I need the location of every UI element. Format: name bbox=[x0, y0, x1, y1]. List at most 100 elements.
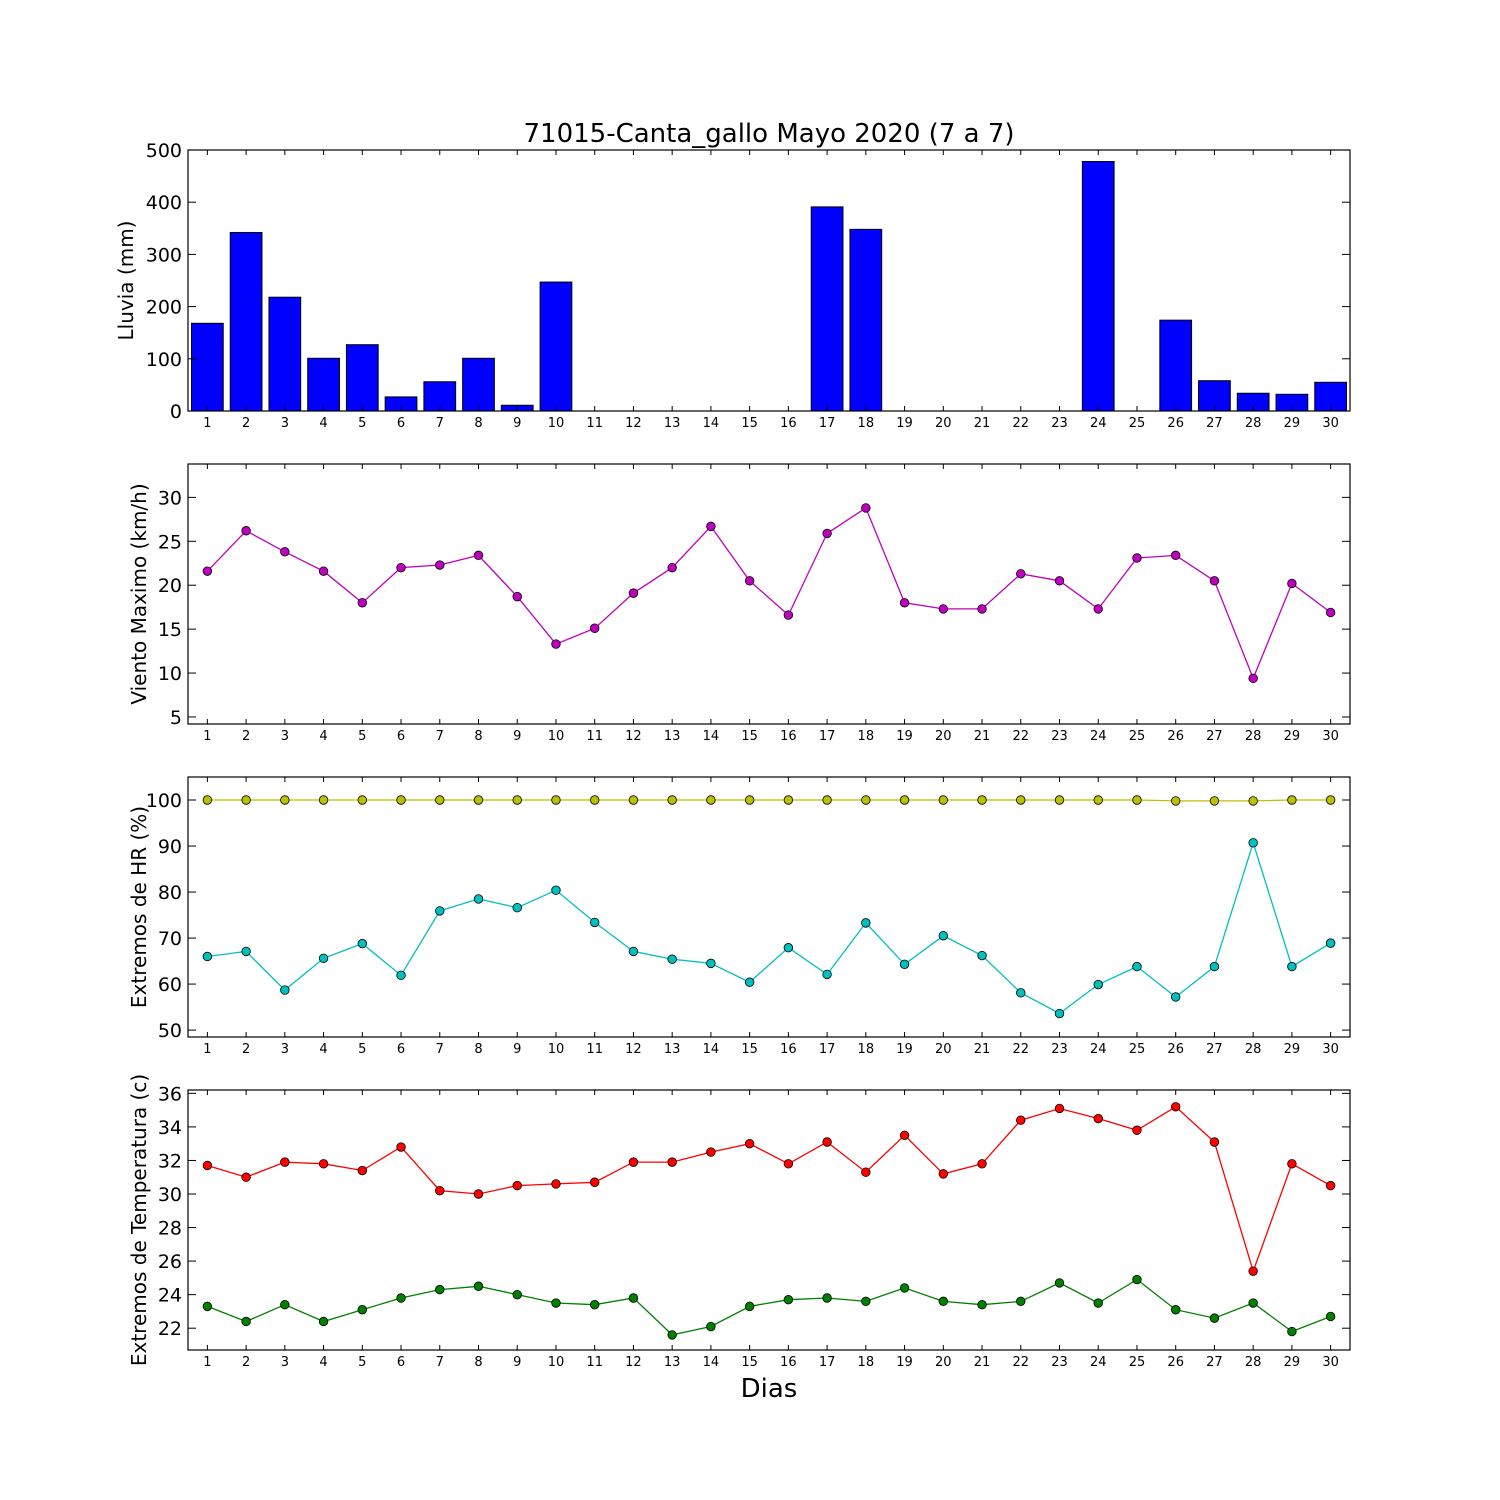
humidity-xtick-label-26: 26 bbox=[1167, 1042, 1184, 1057]
temperature-ytick-label-34: 34 bbox=[158, 1117, 182, 1139]
wind-xtick-label-13: 13 bbox=[664, 729, 681, 744]
rain-xtick-label-24: 24 bbox=[1090, 416, 1107, 431]
humidity-series-1-point-18 bbox=[861, 795, 871, 805]
humidity-xtick-label-18: 18 bbox=[858, 1042, 875, 1057]
wind-xtick-label-6: 6 bbox=[397, 729, 405, 744]
wind-series-1-point-2 bbox=[241, 526, 251, 536]
wind-xtick-label-10: 10 bbox=[548, 729, 565, 744]
temperature-series-2-point-12 bbox=[628, 1293, 639, 1303]
temperature-series-2-point-4 bbox=[318, 1316, 329, 1327]
temperature-xtick-label-16: 16 bbox=[780, 1355, 797, 1370]
humidity-xtick-label-20: 20 bbox=[935, 1042, 952, 1057]
humidity-xtick-label-30: 30 bbox=[1322, 1042, 1339, 1057]
rain-xtick-label-8: 8 bbox=[474, 416, 482, 431]
humidity-series-1-point-4 bbox=[318, 795, 329, 805]
temperature-series-1-point-6 bbox=[396, 1142, 406, 1152]
wind-series-1-point-27 bbox=[1209, 576, 1220, 586]
wind-ytick-label-30: 30 bbox=[158, 487, 182, 509]
humidity-series-1-point-14 bbox=[706, 795, 716, 805]
humidity-xtick-label-22: 22 bbox=[1012, 1042, 1029, 1057]
humidity-ytick-label-90: 90 bbox=[158, 836, 182, 858]
temperature-series-1-point-14 bbox=[706, 1147, 716, 1157]
humidity-xtick-label-5: 5 bbox=[358, 1042, 366, 1057]
humidity-series-2-point-2 bbox=[241, 946, 251, 957]
humidity-series-2-point-5 bbox=[357, 938, 368, 949]
rain-bar-2 bbox=[229, 231, 263, 412]
temperature-series-2-point-17 bbox=[822, 1293, 832, 1303]
rain-bar-27 bbox=[1198, 380, 1231, 412]
rain-bar-26 bbox=[1159, 319, 1193, 412]
humidity-series-1-point-1 bbox=[202, 795, 213, 805]
temperature-series-2-point-24 bbox=[1093, 1298, 1103, 1308]
temperature-series-1-point-18 bbox=[861, 1167, 871, 1177]
humidity-series-2-point-21 bbox=[977, 950, 987, 961]
humidity-series-1-point-12 bbox=[628, 795, 639, 805]
temperature-xtick-label-28: 28 bbox=[1245, 1355, 1262, 1370]
rain-bar-24 bbox=[1081, 160, 1115, 412]
temperature-series-1-point-19 bbox=[899, 1130, 910, 1140]
humidity-axes-frame bbox=[187, 776, 1351, 1038]
humidity-series-1-point-22 bbox=[1016, 795, 1026, 805]
humidity-series-1-point-21 bbox=[977, 795, 987, 805]
temperature-xtick-label-15: 15 bbox=[741, 1355, 758, 1370]
temperature-series-1-point-2 bbox=[241, 1172, 251, 1182]
temperature-series-1-point-21 bbox=[977, 1159, 987, 1169]
wind-series-1-point-30 bbox=[1325, 607, 1336, 618]
humidity-series-1-point-13 bbox=[667, 795, 677, 805]
humidity-series-2-line bbox=[207, 840, 1331, 1015]
temperature-series-2-point-25 bbox=[1132, 1274, 1142, 1285]
humidity-xtick-label-27: 27 bbox=[1206, 1042, 1223, 1057]
humidity-xtick-label-2: 2 bbox=[242, 1042, 250, 1057]
rain-xtick-label-15: 15 bbox=[741, 416, 758, 431]
wind-series-1-point-25 bbox=[1132, 553, 1142, 563]
humidity-y-axis-label: Extremos de HR (%) bbox=[127, 806, 151, 1008]
temperature-series-2-point-21 bbox=[977, 1300, 987, 1310]
humidity-series-1-point-15 bbox=[744, 795, 755, 805]
humidity-ytick-label-70: 70 bbox=[158, 928, 182, 950]
humidity-xtick-label-28: 28 bbox=[1245, 1042, 1262, 1057]
humidity-series-2-point-30 bbox=[1325, 938, 1336, 948]
temperature-series-1-point-29 bbox=[1287, 1159, 1297, 1169]
humidity-series-2-point-16 bbox=[783, 943, 794, 953]
wind-xtick-label-1: 1 bbox=[203, 729, 211, 744]
humidity-series-2-point-3 bbox=[280, 985, 290, 995]
wind-xtick-label-2: 2 bbox=[242, 729, 250, 744]
wind-ytick-label-5: 5 bbox=[170, 707, 182, 729]
humidity-series-2-point-28 bbox=[1248, 838, 1258, 848]
humidity-series-2-point-13 bbox=[667, 954, 677, 964]
humidity-series-2-point-6 bbox=[396, 970, 406, 981]
humidity-series-2-point-14 bbox=[706, 958, 716, 969]
wind-xtick-label-9: 9 bbox=[513, 729, 521, 744]
temperature-xtick-label-26: 26 bbox=[1167, 1355, 1184, 1370]
humidity-series-2-point-23 bbox=[1054, 1008, 1065, 1019]
rain-xtick-label-12: 12 bbox=[625, 416, 642, 431]
rain-bar-10 bbox=[539, 281, 573, 412]
wind-series-1-point-16 bbox=[783, 610, 794, 620]
humidity-xtick-label-1: 1 bbox=[203, 1042, 211, 1057]
humidity-xtick-label-13: 13 bbox=[664, 1042, 681, 1057]
humidity-series-2-point-8 bbox=[473, 894, 484, 904]
wind-series-1-point-22 bbox=[1016, 569, 1026, 579]
temperature-series-2-point-5 bbox=[357, 1305, 368, 1315]
humidity-series-2-point-17 bbox=[822, 969, 832, 980]
rain-xtick-label-10: 10 bbox=[548, 416, 565, 431]
temperature-series-2-point-18 bbox=[861, 1296, 871, 1307]
temperature-xtick-label-18: 18 bbox=[858, 1355, 875, 1370]
temperature-xtick-label-19: 19 bbox=[896, 1355, 913, 1370]
temperature-xtick-label-7: 7 bbox=[436, 1355, 444, 1370]
rain-xtick-label-3: 3 bbox=[281, 416, 289, 431]
temperature-y-axis-label: Extremos de Temperatura (c) bbox=[127, 1074, 151, 1366]
temperature-xtick-label-23: 23 bbox=[1051, 1355, 1068, 1370]
humidity-series-1-point-11 bbox=[590, 795, 600, 805]
rain-xtick-label-7: 7 bbox=[436, 416, 444, 431]
wind-ytick-label-15: 15 bbox=[158, 619, 182, 641]
wind-xtick-label-4: 4 bbox=[319, 729, 327, 744]
rain-xtick-label-11: 11 bbox=[586, 416, 603, 431]
temperature-ytick-label-26: 26 bbox=[158, 1251, 182, 1273]
wind-xtick-label-30: 30 bbox=[1322, 729, 1339, 744]
temperature-xtick-label-5: 5 bbox=[358, 1355, 366, 1370]
humidity-xtick-label-11: 11 bbox=[586, 1042, 603, 1057]
temperature-series-1-point-3 bbox=[280, 1157, 290, 1167]
temperature-xtick-label-24: 24 bbox=[1090, 1355, 1107, 1370]
